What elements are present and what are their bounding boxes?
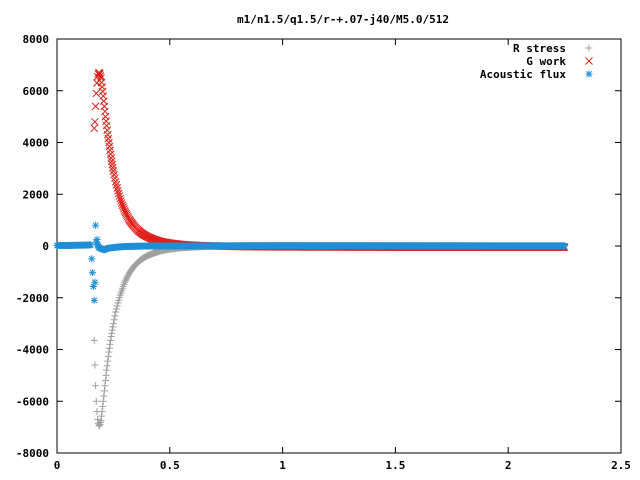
data-point [92,221,100,229]
x-tick-label: 2 [505,459,512,472]
data-point [115,192,124,200]
data-point [90,336,98,344]
legend-marker [585,70,593,78]
legend-marker [585,44,593,52]
x-tick-label: 0.5 [160,459,180,472]
data-point [111,177,120,186]
legend-label: Acoustic flux [480,68,566,81]
data-point [112,305,120,313]
data-point [98,412,106,420]
data-point [91,102,100,111]
data-point [107,154,115,162]
data-point [98,408,106,416]
data-point [96,72,105,80]
data-point [92,397,100,405]
data-point [113,302,121,310]
data-point [100,387,108,395]
data-point [112,308,120,316]
x-tick-label: 1.5 [385,459,405,472]
x-tick-label: 0 [54,459,61,472]
data-point [93,236,101,244]
series-r-stress [90,241,569,430]
y-tick-label: 6000 [23,85,50,98]
data-point [121,278,129,286]
data-point [91,117,99,126]
axis-ticks: 8000 6000 4000 2000 0 -2000 -4000 -6000 -8000 0 0.… [16,33,631,472]
data-point [104,353,112,361]
data-point [117,196,125,205]
legend-label: G work [526,55,566,68]
data-point [89,269,97,277]
data-point [122,275,130,283]
y-tick-label: -4000 [16,344,49,357]
data-point [99,402,107,410]
data-point [108,163,117,172]
x-tick-label: 1 [279,459,286,472]
data-point [102,377,110,385]
data-point [121,277,129,285]
y-tick-label: -2000 [16,292,49,305]
data-point [116,194,125,203]
data-point [107,157,116,166]
data-point [87,241,95,249]
data-point [109,323,117,331]
data-point [123,274,131,282]
data-point [114,189,123,198]
data-point [91,278,99,286]
data-point [97,417,105,425]
data-point [90,296,98,304]
y-tick-label: 0 [42,240,49,253]
data-point [108,326,116,334]
data-point [105,344,113,352]
data-point [91,361,99,369]
data-point [109,320,117,328]
data-point [105,348,113,356]
data-point [112,180,121,189]
data-point [103,362,111,370]
data-point [117,199,126,207]
data-point [92,382,100,390]
data-point [103,366,111,374]
series-g-work [90,68,569,252]
y-tick-label: 8000 [23,33,50,46]
data-point [114,187,122,195]
data-point [124,272,132,280]
y-tick-label: 4000 [23,137,50,150]
data-point [88,255,96,263]
data-point [108,160,117,169]
chart-title: m1/n1.5/q1.5/r-+.07-j40/M5.0/512 [237,13,449,26]
data-point [113,184,122,192]
legend-label: R stress [513,42,566,55]
data-point [107,336,115,344]
data-point [104,357,112,365]
data-point [90,124,99,133]
y-tick-label: -8000 [16,447,49,460]
data-point [108,329,116,337]
series-acoustic-flux [53,221,569,304]
data-marks [53,68,569,430]
legend-marker [585,57,593,65]
x-tick-label: 2.5 [611,459,631,472]
data-point [106,340,114,348]
data-point [110,316,118,324]
data-point [111,312,119,320]
data-point [102,371,110,379]
y-tick-label: -6000 [16,395,49,408]
data-point [101,382,109,390]
data-point [99,397,107,405]
data-point [561,242,569,250]
data-point [100,392,108,400]
data-point [107,333,115,341]
y-tick-label: 2000 [23,188,50,201]
data-point [92,89,101,98]
